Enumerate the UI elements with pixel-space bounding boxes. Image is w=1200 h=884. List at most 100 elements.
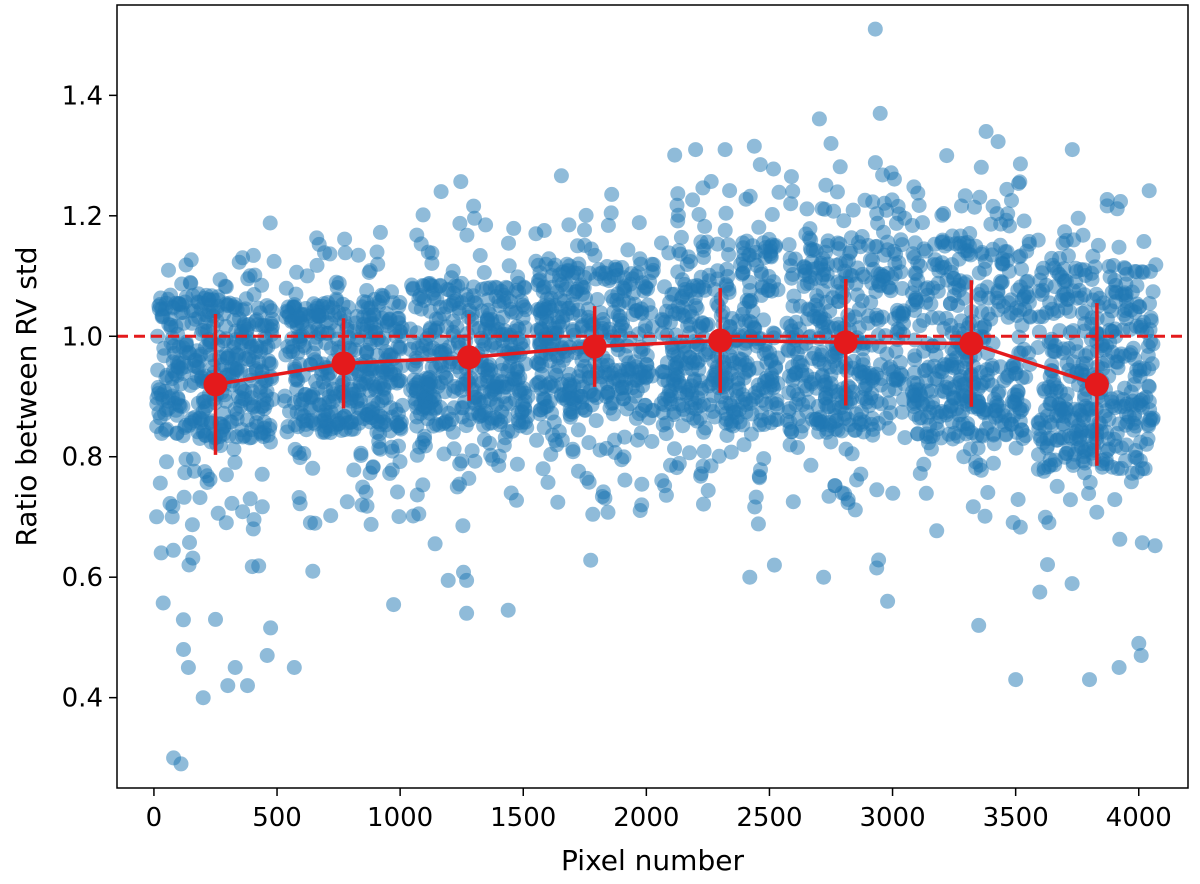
- scatter-point: [871, 552, 887, 568]
- scatter-point: [305, 563, 321, 579]
- scatter-point: [433, 184, 449, 200]
- scatter-point: [823, 376, 839, 392]
- scatter-point: [819, 399, 835, 415]
- scatter-point: [570, 238, 585, 254]
- scatter-point: [722, 396, 738, 411]
- scatter-point: [445, 424, 461, 440]
- scatter-point: [728, 382, 744, 398]
- scatter-point: [753, 287, 769, 303]
- scatter-point: [574, 319, 590, 335]
- scatter-point: [152, 410, 168, 426]
- scatter-point: [865, 194, 881, 210]
- scatter-point: [1107, 492, 1123, 508]
- scatter-point: [907, 348, 923, 364]
- scatter-point: [171, 339, 187, 355]
- scatter-point: [178, 257, 194, 273]
- scatter-point: [237, 384, 252, 399]
- scatter-point: [510, 269, 526, 285]
- scatter-point: [973, 159, 989, 175]
- scatter-point: [629, 383, 645, 399]
- binned-point: [457, 345, 482, 370]
- y-tick-label: 0.8: [62, 443, 103, 473]
- scatter-point: [911, 198, 927, 213]
- scatter-point: [456, 564, 471, 580]
- scatter-point: [1047, 457, 1063, 473]
- scatter-point: [450, 278, 466, 294]
- scatter-point: [807, 270, 823, 286]
- scatter-point: [845, 202, 861, 218]
- scatter-point: [227, 660, 243, 675]
- scatter-point: [455, 400, 471, 416]
- scatter-point: [328, 291, 344, 307]
- scatter-point: [362, 310, 378, 326]
- scatter-point: [1119, 311, 1134, 327]
- scatter-point: [197, 339, 213, 355]
- scatter-point: [235, 504, 251, 520]
- scatter-point: [517, 320, 533, 336]
- scatter-point: [1044, 343, 1060, 359]
- scatter-point: [1102, 269, 1118, 285]
- scatter-point: [936, 384, 952, 400]
- scatter-point: [682, 304, 698, 320]
- scatter-point: [700, 483, 716, 498]
- scatter-point: [973, 462, 989, 478]
- scatter-point: [185, 550, 201, 566]
- scatter-point: [154, 425, 170, 441]
- scatter-point: [644, 434, 660, 449]
- scatter-point: [658, 426, 674, 442]
- scatter-point: [187, 353, 202, 369]
- scatter-point: [869, 393, 885, 409]
- scatter-point: [888, 215, 904, 231]
- scatter-point: [690, 282, 706, 298]
- scatter-point: [787, 251, 803, 267]
- scatter-point: [449, 292, 464, 308]
- scatter-point: [589, 292, 605, 307]
- scatter-point: [784, 270, 799, 286]
- scatter-point: [894, 404, 910, 420]
- scatter-point: [1071, 282, 1087, 298]
- scatter-point: [245, 521, 261, 537]
- scatter-point: [606, 269, 622, 285]
- scatter-point: [1059, 286, 1075, 302]
- scatter-point: [763, 243, 779, 259]
- scatter-point: [781, 237, 797, 253]
- scatter-point: [299, 322, 315, 338]
- scatter-point: [1139, 436, 1154, 452]
- scatter-point: [929, 372, 945, 388]
- scatter-point: [971, 617, 987, 633]
- scatter-point: [171, 296, 187, 312]
- scatter-point: [547, 432, 563, 448]
- scatter-point: [662, 294, 678, 310]
- x-tick-label: 500: [252, 803, 302, 833]
- scatter-point: [459, 227, 475, 243]
- scatter-point: [328, 274, 344, 290]
- scatter-point: [395, 397, 410, 413]
- scatter-point: [159, 454, 174, 470]
- scatter-point: [670, 186, 686, 202]
- scatter-point: [441, 339, 457, 355]
- x-axis-label: Pixel number: [561, 844, 744, 877]
- y-tick-label: 0.6: [62, 563, 103, 593]
- scatter-point: [1002, 218, 1017, 234]
- scatter-point: [838, 441, 854, 457]
- scatter-point: [605, 406, 621, 422]
- scatter-point: [998, 427, 1014, 443]
- scatter-point: [546, 378, 562, 394]
- scatter-point: [529, 432, 545, 448]
- scatter-point: [682, 445, 697, 461]
- scatter-point: [359, 498, 375, 514]
- scatter-point: [931, 310, 947, 326]
- scatter-point: [818, 328, 834, 343]
- scatter-point: [192, 490, 208, 506]
- scatter-point: [829, 184, 845, 200]
- binned-point: [582, 334, 607, 359]
- scatter-point: [864, 337, 880, 353]
- scatter-point: [869, 482, 885, 498]
- scatter-point: [580, 301, 596, 317]
- scatter-point: [603, 205, 619, 221]
- scatter-point: [828, 257, 844, 273]
- scatter-point: [629, 303, 645, 318]
- scatter-point: [816, 569, 832, 585]
- scatter-point: [245, 247, 261, 263]
